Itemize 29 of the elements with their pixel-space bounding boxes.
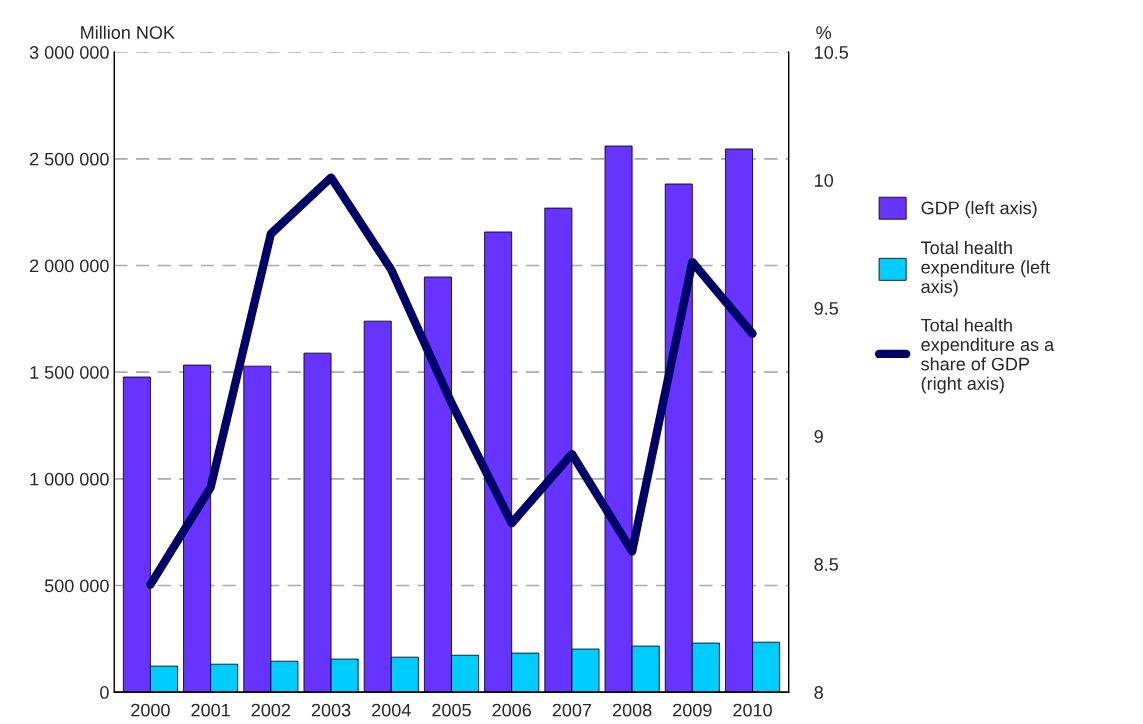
x-tick-label: 2003 [311,703,351,717]
y-tick-label: 3 000 000 [29,46,109,59]
y-tick-label: 1 500 000 [30,366,109,379]
x-tick-label: 2010 [733,703,772,717]
x-tick-label: 2002 [251,703,291,717]
y-axis-title: Million NOK [81,25,175,39]
y2-tick-label: 10.5 [815,46,849,59]
x-tick-label: 2007 [552,703,592,717]
x-tick-label: 2004 [372,703,411,717]
x-tick-label: 2009 [673,703,712,717]
legend-label: Total health expenditure as a share of GDP (right axis) [921,318,1055,394]
y-tick-label: 2 000 000 [30,259,109,273]
x-tick-label: 2008 [612,703,652,717]
y-tick-label: 500 000 [44,579,109,593]
y-tick-label: 0 [100,686,109,699]
y-tick-label: 2 500 000 [30,152,109,166]
x-tick-label: 2005 [432,703,471,717]
legend-label: GDP (left axis) [921,201,1037,218]
y-tick-label: 1 000 000 [30,472,109,486]
y2-tick-label: 9 [814,430,823,443]
x-tick-label: 2001 [191,703,230,717]
y2-tick-label: 9.5 [814,302,839,315]
legend-label: Total health expenditure (left axis) [921,240,1050,297]
y2-tick-label: 8 [814,686,823,699]
y2-tick-label: 8.5 [814,558,839,571]
x-tick-label: 2006 [492,703,531,717]
x-tick-label: 2000 [131,703,170,717]
y2-axis-title: % [816,26,832,39]
y2-tick-label: 10 [815,174,834,187]
